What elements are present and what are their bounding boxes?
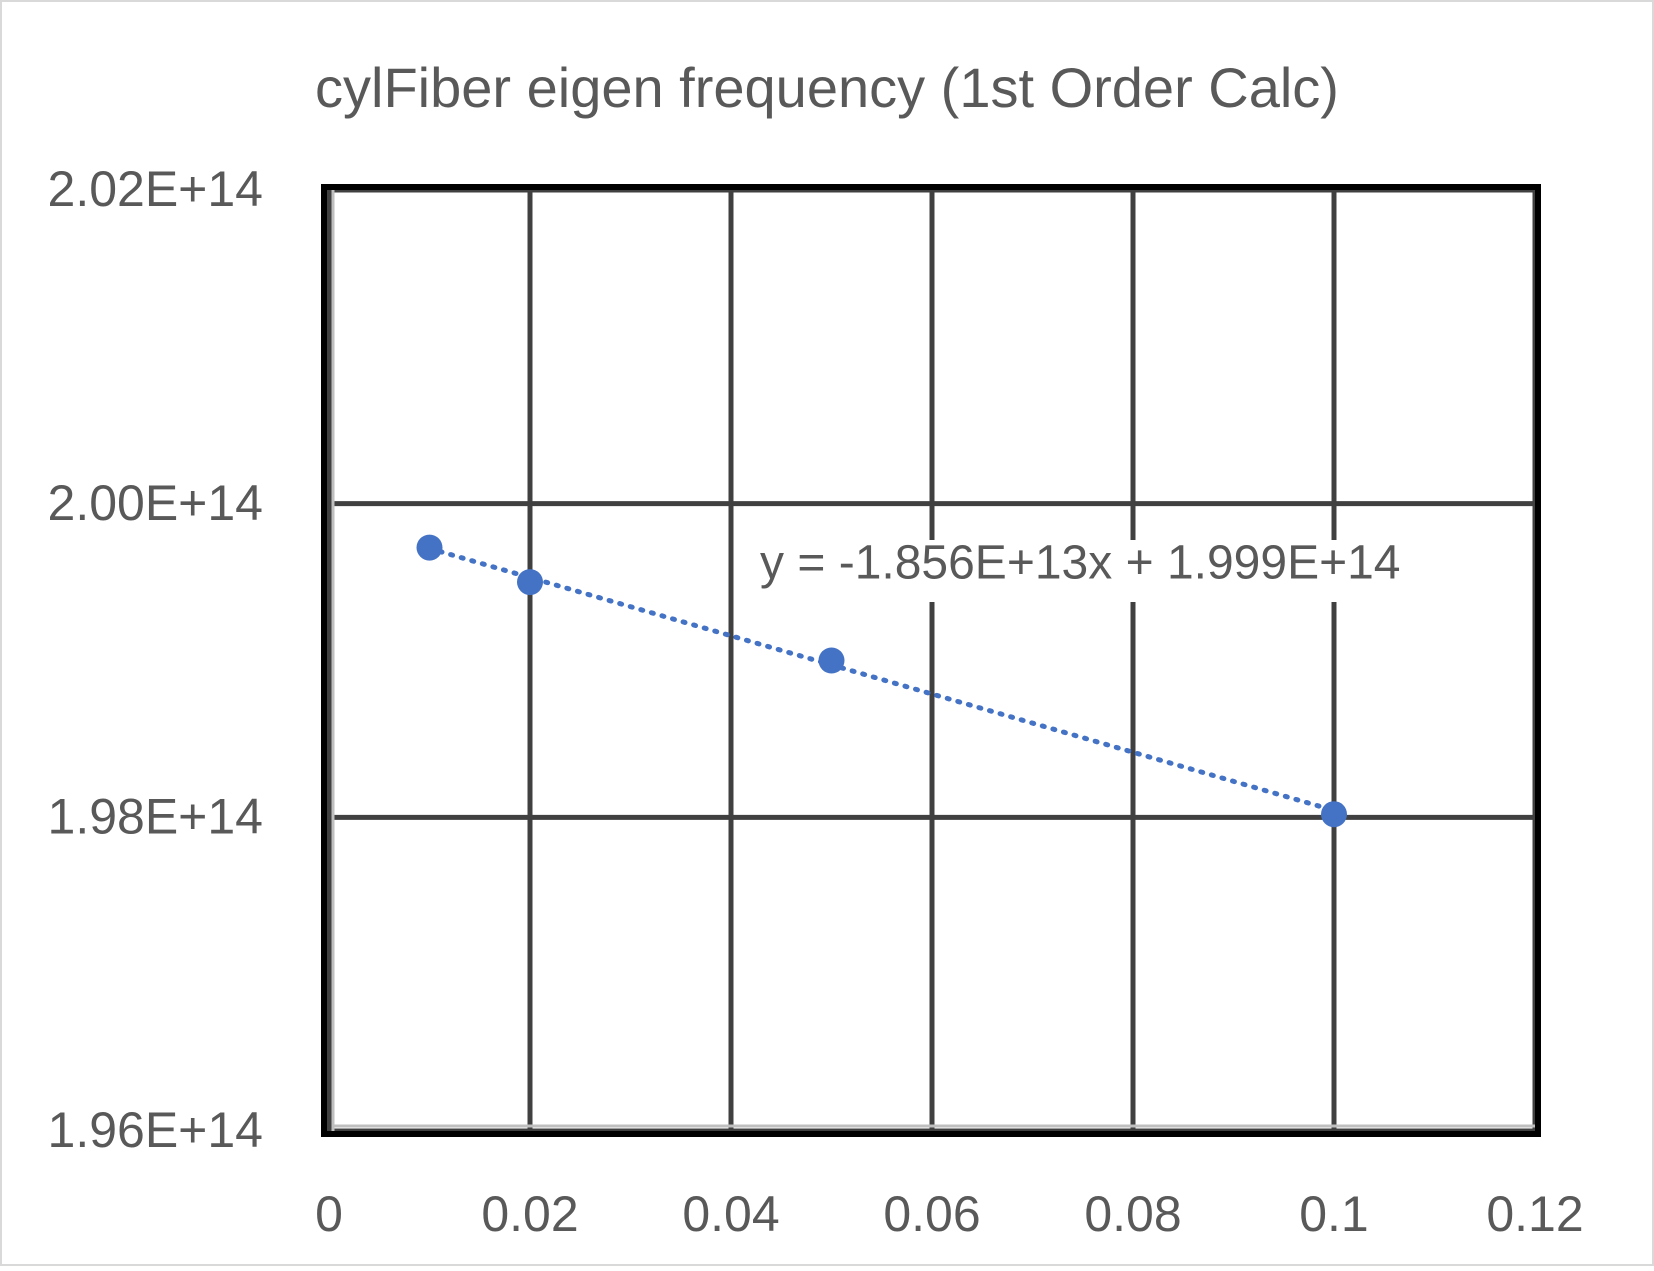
data-point xyxy=(818,647,845,674)
data-point xyxy=(416,534,443,561)
data-point xyxy=(1321,801,1347,828)
plot-frame xyxy=(321,184,1541,1137)
trendline-label: y = -1.856E+13x + 1.999E+14 xyxy=(760,537,1401,590)
data-point xyxy=(517,569,543,596)
trendline xyxy=(427,545,1337,813)
chart-title: cylFiber eigen frequency (1st Order Calc… xyxy=(315,56,1339,119)
x-tick-label: 0.02 xyxy=(481,1186,578,1242)
x-tick-label: 0.04 xyxy=(682,1186,779,1242)
x-tick-label: 0 xyxy=(315,1186,343,1242)
x-tick-label: 0.06 xyxy=(883,1186,980,1242)
y-tick-label: 2.00E+14 xyxy=(48,475,263,531)
y-tick-label: 2.02E+14 xyxy=(48,161,263,217)
x-tick-label: 0.08 xyxy=(1084,1186,1181,1242)
x-tick-label: 0.12 xyxy=(1486,1186,1583,1242)
trendline-label-bg xyxy=(752,540,1452,602)
y-tick-label: 1.96E+14 xyxy=(48,1102,263,1158)
x-tick-label: 0.1 xyxy=(1299,1186,1369,1242)
y-tick-label: 1.98E+14 xyxy=(48,789,263,845)
